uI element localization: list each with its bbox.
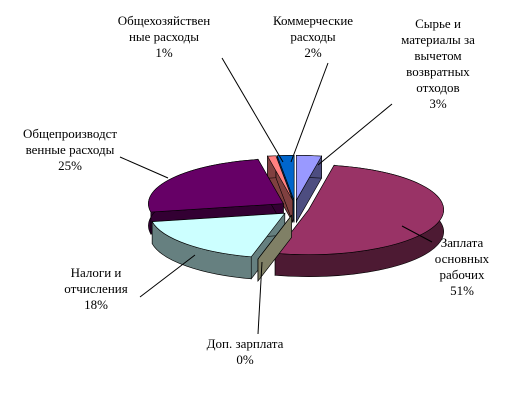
slice — [148, 159, 284, 213]
slice — [274, 165, 444, 255]
category-label: Налоги и отчисления — [64, 265, 127, 296]
leader-line — [401, 225, 433, 243]
slice — [296, 155, 323, 202]
value-label: 18% — [84, 297, 108, 312]
leader-line — [139, 254, 196, 298]
category-label: Общепроизводст венные расходы — [23, 126, 117, 157]
value-label: 51% — [450, 283, 474, 298]
leader-line — [221, 57, 284, 163]
value-label: 3% — [429, 96, 447, 111]
slice — [267, 155, 294, 201]
value-label: 0% — [236, 352, 254, 367]
category-label: Заплата основных рабочих — [435, 235, 490, 282]
value-label: 2% — [304, 45, 322, 60]
category-label: Общехозяйствен ные расходы — [118, 13, 210, 44]
value-label: 25% — [58, 158, 82, 173]
leader-line — [290, 62, 329, 163]
slice — [257, 215, 292, 260]
slice — [276, 155, 295, 201]
leader-line — [257, 261, 263, 335]
leader-line — [317, 103, 393, 166]
value-label: 1% — [155, 45, 173, 60]
leader-line — [119, 156, 169, 179]
category-label: Сырье и материалы за вычетом возвратных отхо… — [401, 16, 475, 95]
category-label: Коммерческие расходы — [273, 13, 353, 44]
slice — [151, 212, 286, 258]
category-label: Доп. зарплата — [207, 336, 284, 351]
